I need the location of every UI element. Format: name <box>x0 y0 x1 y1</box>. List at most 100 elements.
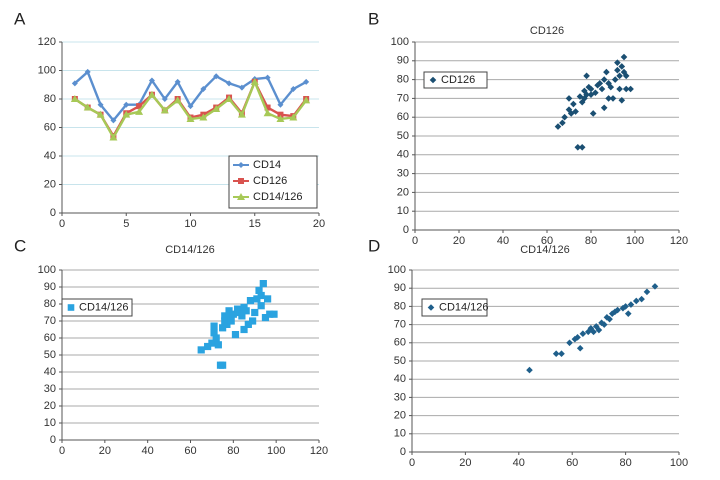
panel-d-y-tick-label: 50 <box>394 355 406 367</box>
panel-a-series-cd14-point <box>187 103 194 110</box>
panel-a-y-tick-label: 100 <box>38 64 56 76</box>
panel-b-y-tick-label: 90 <box>397 55 409 67</box>
panel-b-y-tick-label: 40 <box>397 149 409 161</box>
panel-c-series-cd14-126-point <box>225 307 233 315</box>
panel-a-series-cd14-point <box>174 78 181 85</box>
panel-c-y-tick-label: 50 <box>44 349 56 361</box>
panel-a-legend-cd126-label: CD126 <box>253 175 287 187</box>
panel-b-series-cd126-point <box>583 91 590 98</box>
panel-b-x-tick-label: 120 <box>670 235 688 247</box>
panel-d-x-tick-label: 60 <box>566 457 578 469</box>
panel-a-series-cd14-126-point <box>199 113 208 121</box>
panel-a-series-cd14-point <box>303 78 310 85</box>
panel-c-x-tick-label: 80 <box>227 445 239 457</box>
panel-a-series-cd14-point <box>200 86 207 93</box>
panel-a-series-cd14-point <box>161 96 168 102</box>
panel-c-series-cd14-126-point <box>223 320 231 328</box>
panel-b-series-cd126-point <box>616 85 623 93</box>
panel-b-series-cd126-point <box>618 96 626 104</box>
panel-c-series-cd14-126-point <box>208 339 216 347</box>
panel-d-series-cd14-126-point <box>643 288 651 296</box>
panel-a-series-cd126-point <box>136 103 143 110</box>
panel-d-series-cd14-126-point <box>638 295 645 303</box>
panel-c-series-cd14-126-point <box>251 308 259 317</box>
panel-b-series-cd126-point <box>614 59 621 66</box>
panel-c-y-tick-label: 30 <box>44 383 56 395</box>
panel-c-legend-cd14-126-label: CD14/126 <box>79 301 129 313</box>
panel-c-series-cd14-126-point <box>229 310 237 318</box>
panel-b-y-tick-label: 10 <box>397 205 409 217</box>
panel-c-series-cd14-126-point <box>219 324 227 332</box>
panel-a-series-cd14-point <box>71 80 78 87</box>
panel-c-series-cd14-126-point <box>255 286 263 294</box>
panel-d-series-cd14-126-point <box>624 310 632 317</box>
panel-d-series-cd14-126-point <box>614 306 621 314</box>
panel-c-series-cd14-126-point <box>264 295 272 303</box>
panel-a-series-cd14-point <box>110 117 117 124</box>
panel-c-series-cd14-126-point <box>244 320 252 328</box>
panel-b-y-tick-label: 100 <box>391 36 409 48</box>
panel-c-legend-cd14-126-marker <box>67 304 75 311</box>
panel-c-series-cd14-126-point <box>238 312 246 320</box>
panel-b-x-tick-label: 0 <box>412 235 418 247</box>
panel-a-x-tick-label: 5 <box>123 218 129 230</box>
panel-b-series-cd126-point <box>576 93 584 100</box>
panel-c-series-cd14-126-point <box>257 291 265 300</box>
panel-d-letter: D <box>368 236 380 255</box>
panel-b-series-cd126-point <box>611 76 619 83</box>
panel-d-series-cd14-126-point <box>622 303 629 310</box>
panel-d-title: CD14/126 <box>520 244 570 256</box>
panel-a-series-cd14-126-point <box>276 114 285 122</box>
panel-c-x-tick-label: 60 <box>184 445 196 457</box>
panel-d-series-cd14-126-point <box>587 324 595 332</box>
panel-b-series-cd126-point <box>572 108 579 115</box>
panel-a-series-cd126-point <box>264 104 271 111</box>
panel-d-series-cd14-126-point <box>584 328 592 336</box>
panel-d-y-tick-label: 20 <box>394 410 406 422</box>
panel-c-x-tick-label: 0 <box>59 445 65 457</box>
panel-d-series-cd14-126-point <box>595 326 603 334</box>
panel-d-y-tick-label: 60 <box>394 337 406 349</box>
panel-a-x-tick-label: 20 <box>313 218 325 230</box>
panel-c-letter: C <box>14 236 26 255</box>
panel-b-series-cd126-point <box>609 95 617 102</box>
panel-a-y-tick-label: 20 <box>44 178 56 190</box>
panel-c-series-cd14-126-point <box>227 317 235 325</box>
panel-d-scatter-cd14-126: D CD14/126 0 10 20 30 40 50 60 70 80 90 100 0 20 40 60 80… <box>368 236 688 469</box>
panel-b-scatter-cd126: B CD126 0 10 20 30 40 50 60 70 80 90 100 0 20 40 60 80 100… <box>368 9 688 247</box>
panel-b-y-tick-label: 20 <box>397 186 409 198</box>
panel-c-y-tick-label: 0 <box>50 434 56 446</box>
panel-b-series-cd126-point <box>600 104 608 112</box>
panel-c-series-cd14-126-point <box>221 312 229 320</box>
panel-b-y-tick-label: 30 <box>397 168 409 180</box>
panel-c-series-cd14-126-point <box>210 322 218 330</box>
panel-a-x-tick-label: 0 <box>59 218 65 230</box>
panel-a-y-tick-label: 40 <box>44 150 56 162</box>
panel-d-y-tick-label: 40 <box>394 373 406 385</box>
panel-a-legend-cd14-126-marker <box>237 193 245 200</box>
panel-a-series-cd14-126-point <box>70 95 79 102</box>
panel-c-series-cd14-126-point <box>270 310 278 318</box>
panel-a-series-cd14-point <box>213 73 220 80</box>
panel-a-series-cd14-126-point <box>302 96 311 104</box>
panel-c-title: CD14/126 <box>165 244 215 256</box>
panel-b-series-cd126-point <box>622 85 630 93</box>
panel-a-legend-cd14-marker <box>238 162 244 168</box>
panel-c-x-tick-label: 40 <box>142 445 154 457</box>
panel-b-series-cd126-point <box>578 143 586 151</box>
panel-a-series-cd14-line <box>74 69 307 123</box>
panel-d-series-cd14-126-point <box>552 350 560 358</box>
panel-c-series-cd14-126-point <box>231 331 240 339</box>
panel-b-series-cd126-point <box>596 80 604 87</box>
panel-d-y-tick-label: 90 <box>394 282 406 294</box>
panel-b-series-cd126-point <box>561 113 568 121</box>
panel-b-letter: B <box>368 9 379 28</box>
panel-a-series-cd14-126-point <box>173 96 182 104</box>
panel-d-y-tick-label: 70 <box>394 319 406 331</box>
panel-c-y-tick-label: 70 <box>44 315 56 327</box>
panel-b-series-cd126-point <box>565 95 573 102</box>
panel-d-legend-cd14-126-label: CD14/126 <box>439 301 489 313</box>
panel-d-series-cd14-126-point <box>579 330 587 337</box>
panel-b-series-cd126-point <box>554 123 562 130</box>
